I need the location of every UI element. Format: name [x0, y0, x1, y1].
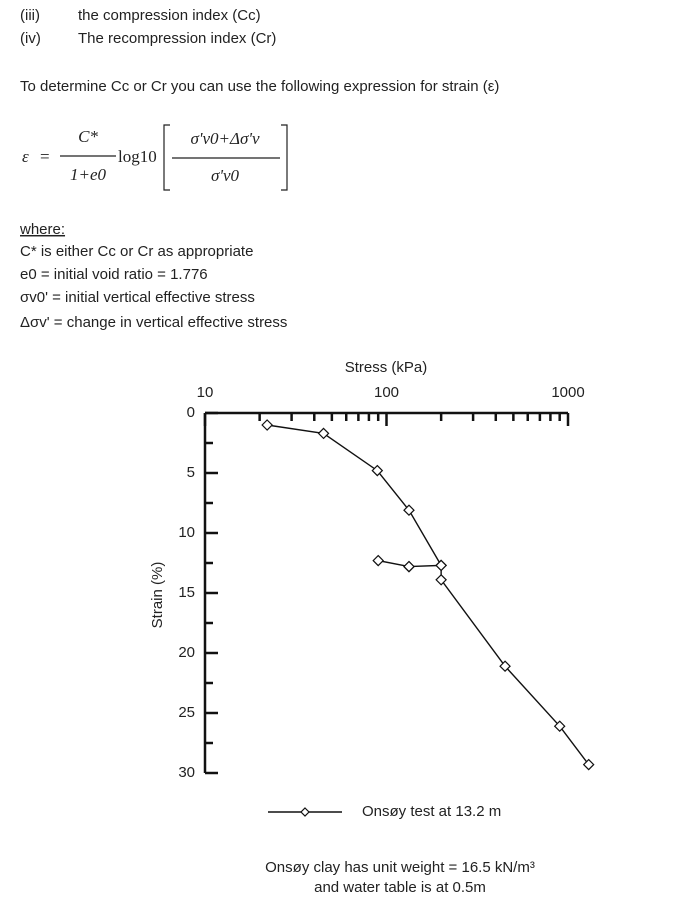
data-point	[371, 464, 384, 477]
data-point	[435, 573, 447, 586]
eq-denominator: 1+e0	[70, 165, 107, 184]
y-tick-label: 15	[178, 584, 195, 601]
bracket-left	[163, 124, 170, 191]
data-point	[499, 660, 511, 673]
list-marker: (iii)	[20, 7, 40, 24]
list-text: The recompression index (Cr)	[78, 30, 276, 47]
data-point	[317, 427, 330, 440]
y-tick-label: 5	[187, 464, 195, 481]
data-point	[372, 554, 385, 567]
eq-equals: =	[40, 147, 50, 166]
series-line	[267, 424, 590, 766]
legend-label: Onsøy test at 13.2 m	[362, 803, 501, 820]
y-axis-label: Strain (%)	[149, 562, 166, 629]
footer-line: Onsøy clay has unit weight = 16.5 kN/m³	[265, 859, 535, 876]
footer-line: and water table is at 0.5m	[314, 879, 486, 896]
eq-lhs: ε	[22, 147, 29, 166]
x-tick-label: 10	[197, 384, 214, 401]
y-tick-label: 0	[187, 404, 195, 421]
intro: To determine Cc or Cr you can use the fo…	[20, 78, 499, 95]
data-point	[403, 560, 415, 573]
x-tick-label: 1000	[551, 384, 584, 401]
list-marker: (iv)	[20, 30, 41, 47]
data-point	[582, 758, 595, 771]
eq-log: log10	[118, 147, 157, 166]
y-tick-label: 25	[178, 704, 195, 721]
data-point	[403, 504, 415, 517]
definition: e0 = initial void ratio = 1.776	[20, 266, 208, 283]
equation: ε = C* 1+e0 log10 σ'v0+Δσ'v σ'v0	[22, 124, 288, 191]
y-tick-label: 20	[178, 644, 195, 661]
y-tick-label: 10	[178, 524, 195, 541]
y-tick-label: 30	[178, 764, 195, 781]
data-point	[553, 720, 566, 733]
definition: Δσv' = change in vertical effective stre…	[20, 314, 287, 331]
legend-marker	[300, 807, 310, 817]
definition: C* is either Cc or Cr as appropriate	[20, 243, 253, 260]
x-axis-label: Stress (kPa)	[345, 359, 428, 376]
eq-arg-denominator: σ'v0	[211, 166, 240, 185]
data-point	[435, 559, 447, 572]
x-tick-label: 100	[374, 384, 399, 401]
eq-numerator: C*	[78, 127, 98, 146]
where-label: where:	[19, 221, 65, 238]
definition: σv0' = initial vertical effective stress	[20, 289, 255, 306]
data-point	[261, 419, 273, 431]
list-text: the compression index (Cc)	[78, 7, 261, 24]
eq-arg-numerator: σ'v0+Δσ'v	[190, 129, 260, 148]
bracket-right	[281, 124, 288, 191]
